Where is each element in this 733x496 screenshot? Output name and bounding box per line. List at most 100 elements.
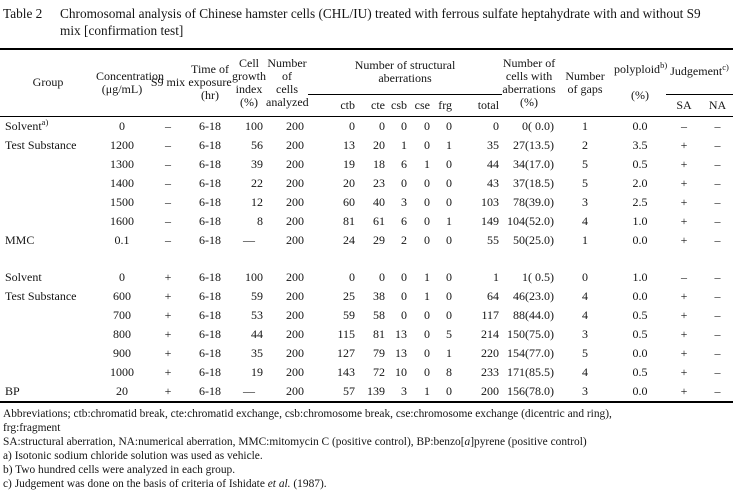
cell-total: 64 (487, 288, 500, 303)
cell-judgement-sa: + (680, 364, 688, 379)
table-row: 1300 – 6-18 39 200 19 18 6 1 0 44 34(17.… (0, 155, 733, 174)
cell-concentration: 1300 (110, 156, 134, 171)
footnote-b: b) Two hundred cells were analyzed in ea… (3, 463, 236, 476)
cell-polyploid: 0.0 (632, 288, 648, 303)
table-row: Test Substance 600 + 6-18 59 200 25 38 0… (0, 287, 733, 306)
cell-frg: 8 (446, 364, 452, 379)
cell-gaps: 5 (582, 345, 589, 360)
col-header-number-of-gaps: Number of gaps (556, 49, 615, 117)
cell-gaps: 4 (582, 213, 589, 228)
cell-total: 149 (481, 213, 500, 228)
cell-polyploid: 0.5 (632, 307, 648, 322)
cell-cte: 61 (373, 213, 385, 228)
cell-csb: 0 (401, 269, 407, 284)
cell-ctb: 25 (343, 288, 355, 303)
cell-cells-with-aberrations: 88(44.0) (513, 307, 555, 322)
cell-cse: 0 (424, 118, 430, 133)
cell-total: 200 (481, 383, 500, 398)
cell-polyploid: 0.0 (632, 383, 648, 398)
cell-concentration: 20 (116, 383, 128, 398)
cell-polyploid: 0.5 (632, 364, 648, 379)
cell-cse: 1 (424, 156, 430, 171)
footnote-c: c) Judgement was done on the basis of cr… (3, 477, 327, 490)
cell-ctb: 19 (343, 156, 355, 171)
cell-judgement-sa: + (680, 137, 688, 152)
cell-total: 117 (481, 307, 500, 322)
cell-cse: 1 (424, 383, 430, 398)
cell-csb: 6 (401, 213, 407, 228)
cell-polyploid: 0.0 (632, 118, 648, 133)
cell-growth-index: 59 (251, 288, 263, 303)
cell-cte: 38 (373, 288, 385, 303)
table-row: 900 + 6-18 35 200 127 79 13 0 1 220 154(… (0, 344, 733, 363)
cell-time-of-exposure: 6-18 (199, 326, 221, 341)
cell-gaps: 3 (582, 383, 589, 398)
cell-cse: 1 (424, 288, 430, 303)
cell-s9-mix: + (164, 269, 172, 284)
col-header-cells-analyzed: Number of cells analyzed (266, 49, 309, 117)
table-row: 1000 + 6-18 19 200 143 72 10 0 8 233 171… (0, 363, 733, 382)
cell-ctb: 60 (343, 194, 355, 209)
cell-cte: 58 (373, 307, 385, 322)
table-row: 1600 – 6-18 8 200 81 61 6 0 1 149 104(52… (0, 212, 733, 231)
cell-time-of-exposure: 6-18 (199, 137, 221, 152)
cell-cse: 0 (424, 194, 430, 209)
cell-cse: 0 (424, 307, 430, 322)
cell-growth-index: 22 (251, 175, 263, 190)
cell-gaps: 4 (582, 307, 589, 322)
col-header-polyploid: polyploidb) (%) (614, 49, 667, 117)
cell-polyploid: 0.0 (632, 232, 648, 247)
cell-polyploid: 1.0 (632, 269, 648, 284)
table-row: Test Substance 1200 – 6-18 56 200 13 20 … (0, 136, 733, 155)
table-title: Table 2 Chromosomal analysis of Chinese … (0, 0, 733, 39)
cell-cells-analyzed: 200 (286, 232, 304, 247)
cell-cte: 18 (373, 156, 385, 171)
cell-group (0, 212, 96, 231)
cell-ctb: 24 (343, 232, 355, 247)
col-header-group: Group (0, 49, 96, 117)
cell-time-of-exposure: 6-18 (199, 118, 221, 133)
col-header-cse: cse (410, 94, 433, 117)
cell-judgement-sa: + (680, 288, 688, 303)
cell-time-of-exposure: 6-18 (199, 288, 221, 303)
cell-cells-analyzed: 200 (286, 118, 304, 133)
cell-ctb: 115 (337, 326, 355, 341)
cell-cte: 0 (379, 118, 385, 133)
cell-growth-index: 35 (251, 345, 263, 360)
cell-concentration: 900 (113, 345, 131, 360)
cell-group: BP (5, 383, 20, 398)
cell-polyploid: 3.5 (632, 137, 648, 152)
cell-judgement-sa: – (681, 118, 688, 133)
cell-time-of-exposure: 6-18 (199, 383, 221, 398)
cell-ctb: 20 (343, 175, 355, 190)
cell-concentration: 1400 (110, 175, 134, 190)
cell-polyploid: 2.5 (632, 194, 648, 209)
cell-cells-analyzed: 200 (286, 269, 304, 284)
cell-cells-analyzed: 200 (286, 213, 304, 228)
cell-growth-index: — (243, 383, 255, 398)
footnote-abbreviations-2: frg:fragment (3, 421, 61, 434)
cell-concentration: 0 (119, 118, 125, 133)
table-row: 1500 – 6-18 12 200 60 40 3 0 0 103 78(39… (0, 193, 733, 212)
cell-cells-analyzed: 200 (286, 364, 304, 379)
cell-gaps: 2 (582, 137, 589, 152)
footnote-marker-a: a) (41, 116, 49, 127)
cell-growth-index: 100 (245, 269, 263, 284)
cell-csb: 0 (401, 288, 407, 303)
cell-growth-index: 8 (257, 213, 263, 228)
cell-growth-index: 39 (251, 156, 263, 171)
cell-concentration: 1600 (110, 213, 134, 228)
cell-judgement-sa: + (680, 213, 688, 228)
cell-growth-index: 100 (245, 118, 263, 133)
cell-ctb: 143 (337, 364, 355, 379)
cell-judgement-na: – (714, 345, 721, 360)
cell-judgement-na: – (714, 137, 721, 152)
cell-polyploid: 1.0 (632, 213, 648, 228)
table-number: Table 2 (3, 6, 43, 21)
cell-gaps: 4 (582, 288, 589, 303)
cell-judgement-na: – (714, 175, 721, 190)
cell-gaps: 0 (582, 269, 589, 284)
table-row: MMC 0.1 – 6-18 — 200 24 29 2 0 0 55 50(2… (0, 231, 733, 250)
cell-total: 35 (487, 137, 500, 152)
cell-csb: 0 (401, 175, 407, 190)
